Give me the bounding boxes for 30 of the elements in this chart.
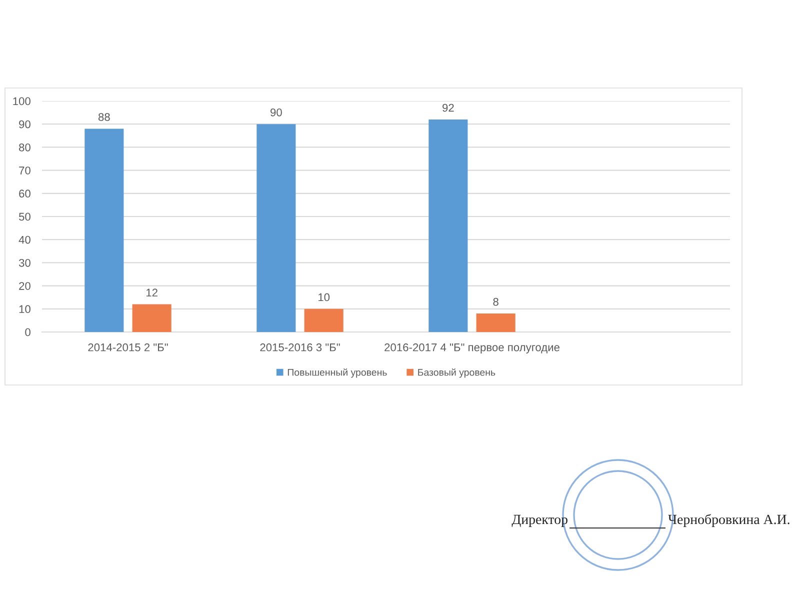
y-tick-label: 30: [18, 258, 30, 267]
text: Директор: [512, 514, 568, 527]
y-tick-label: 100: [13, 97, 30, 106]
data-label: 8: [493, 298, 498, 306]
y-tick-label: 10: [19, 305, 30, 314]
y-tick-label: 60: [19, 190, 30, 198]
y-tick-label: 20: [19, 282, 30, 290]
data-label: 10: [318, 293, 330, 302]
text: Чернобровкина А.И.: [668, 514, 790, 527]
y-tick-label: 40: [18, 236, 30, 244]
data-label: 92: [442, 104, 454, 112]
y-tick-label: 90: [19, 120, 30, 128]
legend-label: Базовый уровень: [418, 368, 496, 378]
y-tick-label: 50: [18, 212, 30, 221]
data-label: 88: [98, 113, 110, 121]
legend-label: Повышенный уровень: [288, 368, 387, 378]
data-label: 12: [146, 288, 158, 296]
bar: [476, 314, 516, 332]
y-tick-label: 80: [19, 143, 30, 152]
x-tick-label: 2015-2016 3 "Б": [260, 343, 340, 352]
bar: [84, 128, 124, 332]
bar: [256, 124, 296, 332]
x-tick-label: 2016-2017 4 "Б" первое полугодие: [384, 343, 560, 354]
data-label: 90: [270, 108, 282, 116]
x-tick-label: 2014-2015 2 "Б": [88, 343, 168, 352]
bar: [428, 119, 468, 332]
y-tick-label: 70: [19, 166, 30, 174]
bar: [132, 304, 172, 332]
y-tick-label: 0: [25, 328, 30, 336]
bar: [304, 308, 344, 332]
